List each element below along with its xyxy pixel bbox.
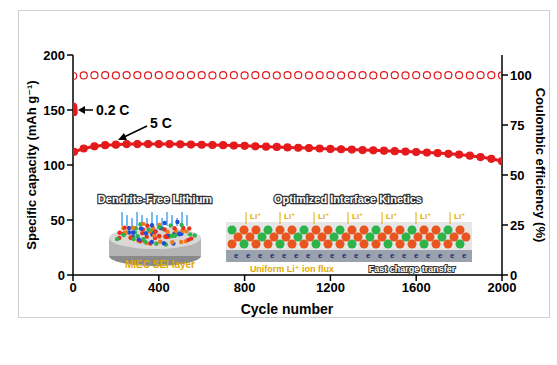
svg-text:0: 0 [69, 280, 76, 295]
svg-text:Fast charge transfer: Fast charge transfer [369, 264, 456, 274]
svg-text:Li⁺: Li⁺ [250, 212, 261, 221]
svg-text:e: e [354, 251, 359, 260]
svg-text:Li⁺: Li⁺ [454, 212, 465, 221]
svg-text:Li⁺: Li⁺ [420, 212, 431, 221]
svg-text:e: e [450, 251, 455, 260]
svg-text:e: e [366, 251, 371, 260]
svg-text:0.2 C: 0.2 C [96, 102, 129, 118]
svg-text:25: 25 [510, 218, 524, 233]
svg-text:Specific capacity (mAh g⁻¹): Specific capacity (mAh g⁻¹) [24, 80, 39, 249]
svg-text:Uniform Li⁺ ion flux: Uniform Li⁺ ion flux [250, 264, 334, 274]
svg-text:Optimized Interface Kinetics: Optimized Interface Kinetics [274, 193, 422, 205]
svg-text:e: e [294, 251, 299, 260]
svg-text:800: 800 [234, 280, 256, 295]
svg-text:Li⁺: Li⁺ [318, 212, 329, 221]
svg-text:e: e [462, 251, 467, 260]
svg-text:e: e [258, 251, 263, 260]
svg-text:2000: 2000 [487, 280, 517, 296]
svg-text:e: e [378, 251, 383, 260]
svg-text:e: e [414, 251, 419, 260]
svg-text:e: e [330, 251, 335, 260]
svg-text:0: 0 [58, 268, 65, 283]
svg-text:e: e [234, 251, 239, 260]
svg-text:e: e [318, 251, 323, 260]
svg-text:MIEC SEI layer: MIEC SEI layer [125, 259, 195, 270]
svg-text:e: e [438, 251, 443, 260]
svg-text:150: 150 [43, 103, 65, 118]
svg-text:75: 75 [510, 118, 524, 133]
svg-text:e: e [426, 251, 431, 260]
svg-text:Dendrite-Free Lithium: Dendrite-Free Lithium [98, 193, 213, 205]
svg-text:5 C: 5 C [150, 115, 172, 131]
svg-text:e: e [306, 251, 311, 260]
svg-text:1200: 1200 [316, 280, 345, 295]
svg-text:e: e [402, 251, 407, 260]
svg-text:Coulombic efficiency (%): Coulombic efficiency (%) [533, 88, 548, 243]
svg-text:e: e [282, 251, 287, 260]
svg-text:Cycle number: Cycle number [241, 301, 334, 317]
svg-text:0: 0 [510, 268, 517, 283]
svg-text:50: 50 [51, 213, 65, 228]
svg-text:400: 400 [148, 280, 170, 295]
svg-text:e: e [246, 251, 251, 260]
svg-text:Li⁺: Li⁺ [352, 212, 363, 221]
svg-text:1600: 1600 [402, 280, 431, 295]
svg-text:200: 200 [43, 48, 65, 63]
svg-text:Li⁺: Li⁺ [284, 212, 295, 221]
svg-text:Li⁺: Li⁺ [386, 212, 397, 221]
svg-text:50: 50 [510, 168, 524, 183]
svg-text:100: 100 [510, 68, 532, 83]
svg-text:e: e [270, 251, 275, 260]
svg-text:e: e [390, 251, 395, 260]
svg-text:100: 100 [43, 158, 65, 173]
svg-text:e: e [342, 251, 347, 260]
